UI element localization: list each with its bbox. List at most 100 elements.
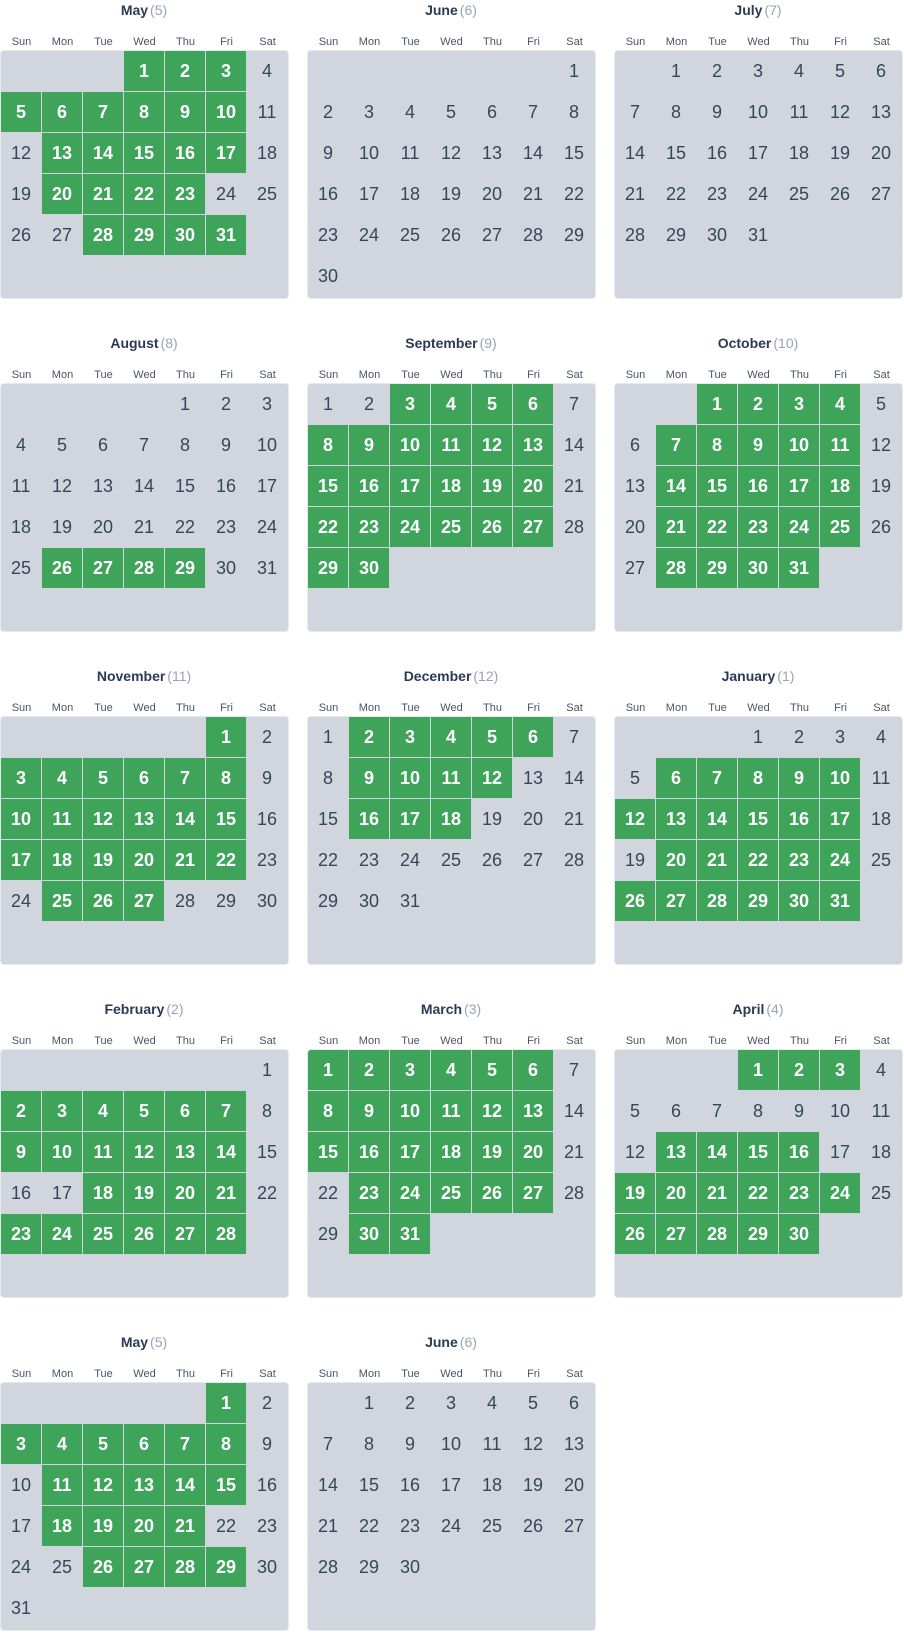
day-cell[interactable]: 15 xyxy=(308,1132,348,1172)
day-cell[interactable]: 6 xyxy=(42,92,82,132)
day-cell[interactable]: 31 xyxy=(820,881,860,921)
day-cell[interactable]: 23 xyxy=(206,507,246,547)
day-cell[interactable]: 4 xyxy=(42,758,82,798)
day-cell[interactable]: 8 xyxy=(738,758,778,798)
day-cell[interactable]: 9 xyxy=(349,758,389,798)
day-cell[interactable]: 27 xyxy=(656,1214,696,1254)
day-cell[interactable]: 28 xyxy=(554,1173,594,1213)
day-cell[interactable]: 20 xyxy=(124,1506,164,1546)
day-cell[interactable]: 24 xyxy=(349,215,389,255)
day-cell[interactable]: 20 xyxy=(656,1173,696,1213)
day-cell[interactable]: 12 xyxy=(124,1132,164,1172)
day-cell[interactable]: 20 xyxy=(861,133,901,173)
day-cell[interactable]: 27 xyxy=(861,174,901,214)
day-cell[interactable]: 2 xyxy=(165,51,205,91)
day-cell[interactable]: 16 xyxy=(349,799,389,839)
day-cell[interactable]: 11 xyxy=(820,425,860,465)
day-cell[interactable]: 26 xyxy=(472,840,512,880)
day-cell[interactable]: 14 xyxy=(554,758,594,798)
day-cell[interactable]: 7 xyxy=(206,1091,246,1131)
day-cell[interactable]: 21 xyxy=(165,1506,205,1546)
day-cell[interactable]: 9 xyxy=(390,1424,430,1464)
day-cell[interactable]: 8 xyxy=(738,1091,778,1131)
day-cell[interactable]: 5 xyxy=(472,384,512,424)
day-cell[interactable]: 14 xyxy=(554,425,594,465)
day-cell[interactable]: 16 xyxy=(308,174,348,214)
day-cell[interactable]: 14 xyxy=(206,1132,246,1172)
day-cell[interactable]: 7 xyxy=(554,717,594,757)
day-cell[interactable]: 16 xyxy=(349,1132,389,1172)
day-cell[interactable]: 22 xyxy=(165,507,205,547)
day-cell[interactable]: 22 xyxy=(308,840,348,880)
day-cell[interactable]: 13 xyxy=(861,92,901,132)
day-cell[interactable]: 12 xyxy=(1,133,41,173)
day-cell[interactable]: 25 xyxy=(861,1173,901,1213)
day-cell[interactable]: 18 xyxy=(820,466,860,506)
day-cell[interactable]: 10 xyxy=(738,92,778,132)
day-cell[interactable]: 29 xyxy=(656,215,696,255)
day-cell[interactable]: 3 xyxy=(206,51,246,91)
day-cell[interactable]: 20 xyxy=(513,466,553,506)
day-cell[interactable]: 21 xyxy=(554,466,594,506)
day-cell[interactable]: 5 xyxy=(820,51,860,91)
day-cell[interactable]: 20 xyxy=(615,507,655,547)
day-cell[interactable]: 8 xyxy=(206,1424,246,1464)
day-cell[interactable]: 4 xyxy=(431,384,471,424)
day-cell[interactable]: 1 xyxy=(247,1050,287,1090)
day-cell[interactable]: 25 xyxy=(1,548,41,588)
day-cell[interactable]: 17 xyxy=(820,1132,860,1172)
day-cell[interactable]: 11 xyxy=(1,466,41,506)
day-cell[interactable]: 2 xyxy=(247,1383,287,1423)
day-cell[interactable]: 27 xyxy=(42,215,82,255)
day-cell[interactable]: 16 xyxy=(738,466,778,506)
day-cell[interactable]: 17 xyxy=(390,799,430,839)
day-cell[interactable]: 25 xyxy=(472,1506,512,1546)
day-cell[interactable]: 19 xyxy=(83,1506,123,1546)
day-cell[interactable]: 24 xyxy=(779,507,819,547)
day-cell[interactable]: 9 xyxy=(165,92,205,132)
day-cell[interactable]: 24 xyxy=(247,507,287,547)
day-cell[interactable]: 12 xyxy=(615,1132,655,1172)
day-cell[interactable]: 18 xyxy=(83,1173,123,1213)
day-cell[interactable]: 5 xyxy=(83,1424,123,1464)
day-cell[interactable]: 15 xyxy=(308,466,348,506)
day-cell[interactable]: 1 xyxy=(165,384,205,424)
day-cell[interactable]: 28 xyxy=(83,215,123,255)
day-cell[interactable]: 20 xyxy=(656,840,696,880)
day-cell[interactable]: 15 xyxy=(738,1132,778,1172)
day-cell[interactable]: 17 xyxy=(42,1173,82,1213)
day-cell[interactable]: 4 xyxy=(820,384,860,424)
day-cell[interactable]: 29 xyxy=(308,881,348,921)
day-cell[interactable]: 8 xyxy=(308,1091,348,1131)
day-cell[interactable]: 24 xyxy=(390,840,430,880)
day-cell[interactable]: 23 xyxy=(697,174,737,214)
day-cell[interactable]: 9 xyxy=(738,425,778,465)
day-cell[interactable]: 28 xyxy=(615,215,655,255)
day-cell[interactable]: 5 xyxy=(83,758,123,798)
day-cell[interactable]: 12 xyxy=(513,1424,553,1464)
day-cell[interactable]: 25 xyxy=(431,507,471,547)
day-cell[interactable]: 17 xyxy=(247,466,287,506)
day-cell[interactable]: 7 xyxy=(554,384,594,424)
day-cell[interactable]: 27 xyxy=(513,840,553,880)
day-cell[interactable]: 15 xyxy=(656,133,696,173)
day-cell[interactable]: 20 xyxy=(42,174,82,214)
day-cell[interactable]: 21 xyxy=(83,174,123,214)
day-cell[interactable]: 30 xyxy=(308,256,348,296)
day-cell[interactable]: 20 xyxy=(83,507,123,547)
day-cell[interactable]: 25 xyxy=(861,840,901,880)
day-cell[interactable]: 6 xyxy=(656,758,696,798)
day-cell[interactable]: 30 xyxy=(779,881,819,921)
day-cell[interactable]: 14 xyxy=(697,799,737,839)
day-cell[interactable]: 17 xyxy=(820,799,860,839)
day-cell[interactable]: 11 xyxy=(431,425,471,465)
day-cell[interactable]: 29 xyxy=(349,1547,389,1587)
day-cell[interactable]: 13 xyxy=(42,133,82,173)
day-cell[interactable]: 3 xyxy=(349,92,389,132)
day-cell[interactable]: 10 xyxy=(820,1091,860,1131)
day-cell[interactable]: 10 xyxy=(779,425,819,465)
day-cell[interactable]: 26 xyxy=(820,174,860,214)
day-cell[interactable]: 15 xyxy=(554,133,594,173)
day-cell[interactable]: 6 xyxy=(861,51,901,91)
day-cell[interactable]: 30 xyxy=(390,1547,430,1587)
